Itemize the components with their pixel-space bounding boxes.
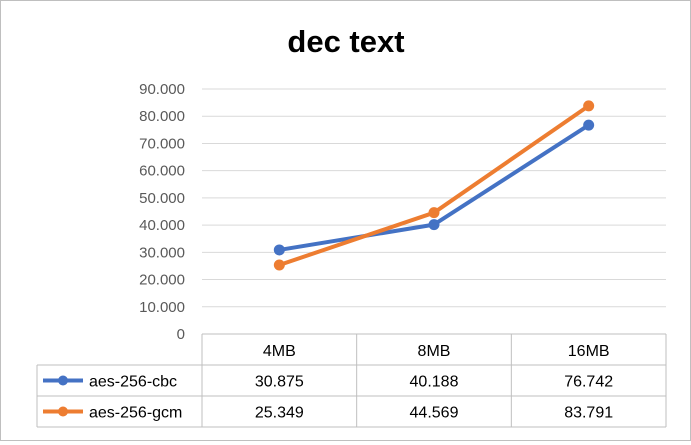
x-tick-label: 8MB [418, 343, 451, 360]
data-table-cell: 83.791 [564, 405, 613, 422]
legend-label: aes-256-cbc [89, 374, 177, 391]
y-tick-label: 80.000 [139, 108, 185, 125]
series-lines [273, 100, 595, 271]
y-tick-label: 30.000 [139, 244, 185, 261]
x-tick-label: 4MB [263, 343, 296, 360]
legend-label: aes-256-gcm [89, 405, 182, 422]
data-point [273, 259, 285, 271]
data-table-cell: 44.569 [410, 405, 459, 422]
y-tick-label: 50.000 [139, 190, 185, 207]
y-tick-label: 10.000 [139, 299, 185, 316]
y-tick-label: 90.000 [139, 81, 185, 98]
x-tick-label: 16MB [568, 343, 610, 360]
legend-marker [58, 375, 68, 386]
data-point [583, 100, 595, 112]
data-table-cell: 25.349 [255, 405, 304, 422]
y-tick-label: 70.000 [139, 135, 185, 152]
legend-marker [58, 406, 68, 417]
data-point [273, 244, 285, 256]
data-table-cell: 76.742 [564, 374, 613, 391]
y-tick-label: 20.000 [139, 272, 185, 289]
data-table-cell: 30.875 [255, 374, 304, 391]
y-tick-label: 0 [177, 326, 185, 343]
data-point [428, 207, 440, 219]
data-point [428, 219, 440, 231]
data-table-cell: 40.188 [410, 374, 459, 391]
y-tick-label: 60.000 [139, 163, 185, 180]
y-tick-label: 40.000 [139, 217, 185, 234]
gridlines [202, 88, 666, 308]
data-point [583, 119, 595, 131]
y-axis-ticks: 0 10.000 20.000 30.000 40.000 50.000 60.000 70.… [139, 81, 185, 343]
chart-title: dec text [287, 24, 404, 59]
data-table: 4MB 8MB 16MB aes-256-cbc 30.875 40.188 76.742 a… [36, 333, 667, 428]
